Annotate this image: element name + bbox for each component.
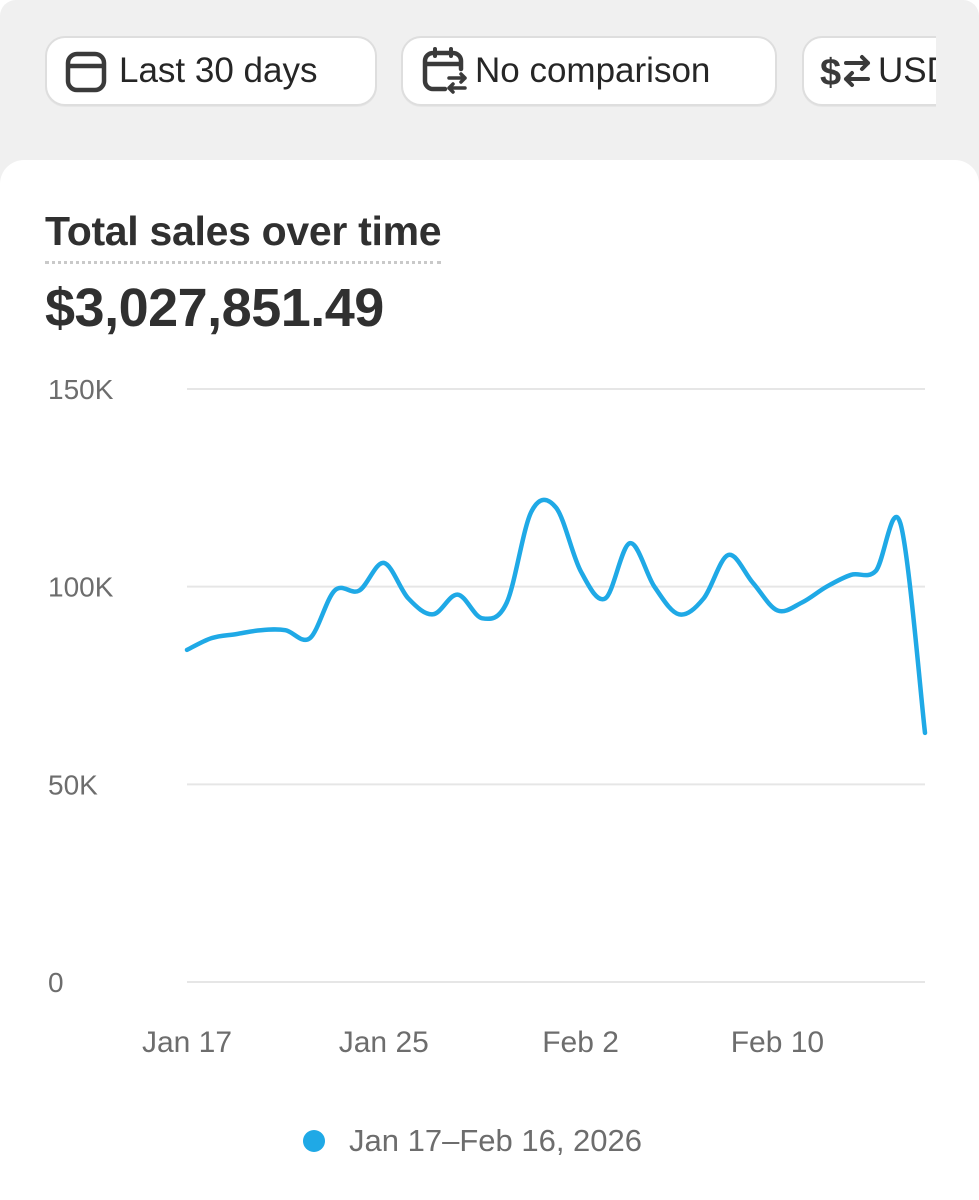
- data-point[interactable]: [747, 577, 759, 589]
- data-point[interactable]: [771, 604, 783, 616]
- data-point[interactable]: [353, 585, 365, 597]
- legend-label: Jan 17–Feb 16, 2026: [349, 1123, 643, 1158]
- filter-bar: Last 30 days No comparison $ USD: [0, 0, 936, 160]
- data-point[interactable]: [501, 596, 513, 608]
- data-point[interactable]: [304, 632, 316, 644]
- data-point[interactable]: [648, 581, 660, 593]
- comparison-button[interactable]: No comparison: [401, 36, 777, 106]
- data-point[interactable]: [698, 593, 710, 605]
- data-point[interactable]: [402, 593, 414, 605]
- data-point[interactable]: [919, 727, 931, 739]
- data-point[interactable]: [599, 593, 611, 605]
- chart-legend: Jan 17–Feb 16, 2026: [303, 1123, 642, 1159]
- data-point[interactable]: [378, 557, 390, 569]
- x-tick-label: Jan 25: [339, 1026, 429, 1059]
- currency-button[interactable]: $ USD: [802, 36, 936, 106]
- legend-color-dot: [303, 1130, 325, 1152]
- data-point[interactable]: [255, 624, 267, 636]
- x-tick-label: Feb 2: [542, 1026, 619, 1059]
- data-point[interactable]: [230, 628, 242, 640]
- data-point[interactable]: [624, 537, 636, 549]
- y-tick-label: 150K: [48, 374, 114, 405]
- y-tick-label: 50K: [48, 769, 98, 800]
- sales-series-line[interactable]: [184, 497, 928, 736]
- data-point[interactable]: [845, 569, 857, 581]
- svg-text:$: $: [820, 52, 841, 93]
- card-title[interactable]: Total sales over time: [45, 208, 442, 264]
- calendar-compare-icon: [422, 47, 467, 94]
- data-point[interactable]: [722, 549, 734, 561]
- comparison-label: No comparison: [475, 51, 711, 90]
- x-tick-label: Jan 17: [142, 1026, 232, 1059]
- y-tick-label: 0: [48, 967, 64, 998]
- date-range-button[interactable]: Last 30 days: [45, 36, 377, 106]
- data-point[interactable]: [427, 608, 439, 620]
- data-point[interactable]: [329, 585, 341, 597]
- data-point[interactable]: [181, 644, 193, 656]
- currency-label: USD: [878, 51, 936, 90]
- data-point[interactable]: [575, 565, 587, 577]
- data-point[interactable]: [550, 502, 562, 514]
- data-point[interactable]: [525, 506, 537, 518]
- x-tick-label: Feb 10: [731, 1026, 824, 1059]
- sales-card: Total sales over time $3,027,851.49 0 50K…: [0, 160, 979, 1200]
- data-point[interactable]: [673, 608, 685, 620]
- total-sales-value: $3,027,851.49: [45, 278, 384, 338]
- currency-exchange-icon: $: [820, 52, 870, 93]
- calendar-icon: [65, 51, 107, 93]
- date-range-label: Last 30 days: [119, 51, 318, 90]
- data-point[interactable]: [476, 612, 488, 624]
- y-tick-label: 100K: [48, 572, 114, 603]
- data-point[interactable]: [452, 589, 464, 601]
- data-point[interactable]: [279, 624, 291, 636]
- data-point[interactable]: [206, 632, 218, 644]
- data-point[interactable]: [796, 596, 808, 608]
- data-point[interactable]: [870, 565, 882, 577]
- data-point[interactable]: [894, 517, 906, 529]
- data-point[interactable]: [821, 581, 833, 593]
- sales-line-chart: 0 50K 100K 150K Jan 17 Jan 25 Feb 2 Feb 10: [48, 374, 931, 1059]
